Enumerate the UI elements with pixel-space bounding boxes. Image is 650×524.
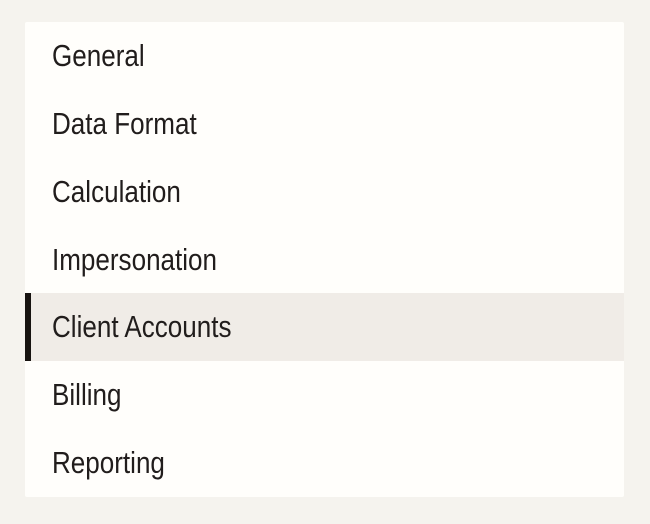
menu-item-reporting[interactable]: Reporting bbox=[25, 429, 624, 497]
menu-item-impersonation[interactable]: Impersonation bbox=[25, 226, 624, 294]
menu-item-label: Calculation bbox=[52, 173, 181, 209]
selected-indicator-bar bbox=[25, 293, 31, 362]
menu-item-label: Reporting bbox=[52, 445, 165, 481]
menu-item-general[interactable]: General bbox=[25, 22, 624, 90]
menu-item-label: General bbox=[52, 37, 145, 73]
menu-item-label: Impersonation bbox=[52, 241, 218, 277]
menu-item-label: Data Format bbox=[52, 105, 197, 141]
menu-item-calculation[interactable]: Calculation bbox=[25, 158, 624, 226]
menu-item-data-format[interactable]: Data Format bbox=[25, 90, 624, 158]
settings-menu: General Data Format Calculation Imperson… bbox=[25, 22, 624, 497]
menu-item-label: Billing bbox=[52, 377, 122, 413]
menu-item-client-accounts[interactable]: Client Accounts bbox=[25, 293, 624, 362]
menu-item-label: Client Accounts bbox=[52, 309, 232, 345]
menu-item-billing[interactable]: Billing bbox=[25, 361, 624, 429]
